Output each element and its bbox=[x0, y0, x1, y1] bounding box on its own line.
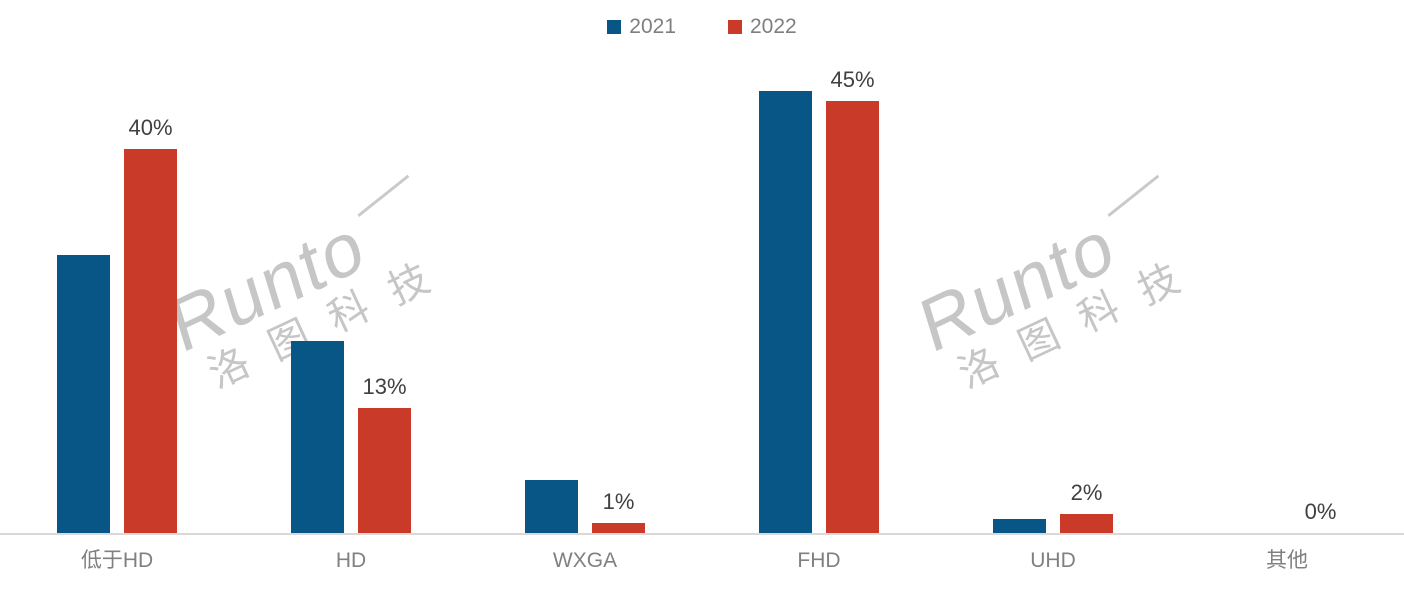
category-axis-labels: 低于HD HD WXGA FHD UHD 其他 bbox=[0, 548, 1404, 573]
legend-swatch-icon bbox=[607, 19, 622, 34]
bar-group-4: 2% bbox=[936, 0, 1170, 533]
value-label-2022-2: 1% bbox=[602, 489, 635, 515]
chart-legend: 2021 2022 bbox=[0, 16, 1404, 37]
bar-group-2: 1% bbox=[468, 0, 702, 533]
bar-2022-2: 1% bbox=[592, 491, 645, 533]
bar-2021-2 bbox=[525, 480, 578, 533]
category-label-2: WXGA bbox=[552, 549, 618, 572]
bar-2021-3 bbox=[759, 91, 812, 533]
x-axis-line bbox=[0, 533, 1404, 535]
plot-area: 40% 13% 1% 45% 2% 0% bbox=[0, 0, 1404, 533]
value-label-2022-4: 2% bbox=[1070, 479, 1103, 505]
bar-2022-3: 45% bbox=[826, 69, 879, 533]
legend-item-2022: 2022 bbox=[728, 16, 797, 37]
legend-label: 2022 bbox=[750, 15, 797, 38]
bar-2021-0 bbox=[57, 254, 110, 533]
bar-2022-4: 2% bbox=[1060, 481, 1113, 533]
bar-2022-0: 40% bbox=[124, 117, 177, 533]
legend-label: 2021 bbox=[629, 15, 676, 38]
category-label-4: UHD bbox=[1030, 549, 1076, 572]
category-label-3: FHD bbox=[797, 549, 841, 572]
bar-group-3: 45% bbox=[702, 0, 936, 533]
category-label-5: 其他 bbox=[1266, 549, 1308, 572]
value-label-2022-5: 0% bbox=[1304, 499, 1337, 524]
value-label-2022-1: 13% bbox=[362, 374, 407, 400]
bar-2021-1 bbox=[291, 341, 344, 533]
legend-swatch-icon bbox=[728, 19, 742, 34]
bar-2021-4 bbox=[993, 518, 1046, 533]
category-label-0: 低于HD bbox=[80, 549, 154, 572]
category-label-1: HD bbox=[335, 549, 367, 572]
value-label-2022-0: 40% bbox=[128, 115, 173, 140]
bar-group-0: 40% bbox=[0, 0, 234, 533]
bar-group-1: 13% bbox=[234, 0, 468, 533]
value-label-2022-3: 45% bbox=[830, 67, 875, 92]
bar-group-5: 0% bbox=[1170, 0, 1404, 533]
bar-2022-1: 13% bbox=[358, 376, 411, 533]
legend-item-2021: 2021 bbox=[607, 16, 676, 37]
